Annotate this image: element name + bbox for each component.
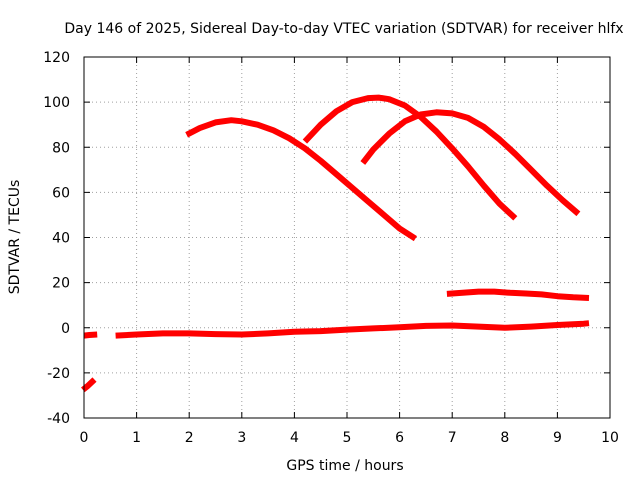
x-tick-label: 7 — [448, 430, 457, 446]
x-tick-label: 4 — [290, 430, 299, 446]
x-tick-label: 9 — [553, 430, 562, 446]
x-tick-label: 1 — [132, 430, 141, 446]
y-tick-label: -40 — [47, 411, 70, 427]
x-tick-label: 0 — [80, 430, 89, 446]
y-tick-label: 120 — [43, 50, 70, 66]
x-tick-label: 6 — [395, 430, 404, 446]
x-tick-label: 2 — [185, 430, 194, 446]
y-tick-label: 40 — [52, 231, 70, 247]
plot-frame — [83, 56, 611, 419]
axis-ticks: 0 1 2 3 4 5 6 7 8 9 10 -40 -20 0 20 40 60 80 100 120 — [43, 50, 619, 446]
y-tick-label: 80 — [52, 140, 70, 156]
grid-lines — [84, 57, 610, 418]
series-trace-6 — [360, 109, 581, 217]
y-tick-label: 0 — [61, 321, 70, 337]
x-tick-label: 8 — [500, 430, 509, 446]
series-trace-4 — [185, 117, 418, 242]
series-trace-3 — [115, 320, 590, 339]
x-axis-label: GPS time / hours — [286, 458, 403, 474]
series-lines — [81, 94, 590, 393]
y-tick-label: 60 — [52, 185, 70, 201]
y-axis-label: SDTVAR / TECUs — [7, 180, 23, 295]
chart-title: Day 146 of 2025, Sidereal Day-to-day VTE… — [64, 21, 623, 37]
y-tick-label: -20 — [47, 366, 70, 382]
x-tick-label: 10 — [601, 430, 619, 446]
x-tick-label: 3 — [237, 430, 246, 446]
series-trace-7 — [446, 288, 590, 301]
x-tick-label: 5 — [343, 430, 352, 446]
series-trace-2 — [83, 331, 98, 339]
y-tick-label: 100 — [43, 95, 70, 111]
y-tick-label: 20 — [52, 276, 70, 292]
series-trace-5 — [302, 94, 518, 221]
